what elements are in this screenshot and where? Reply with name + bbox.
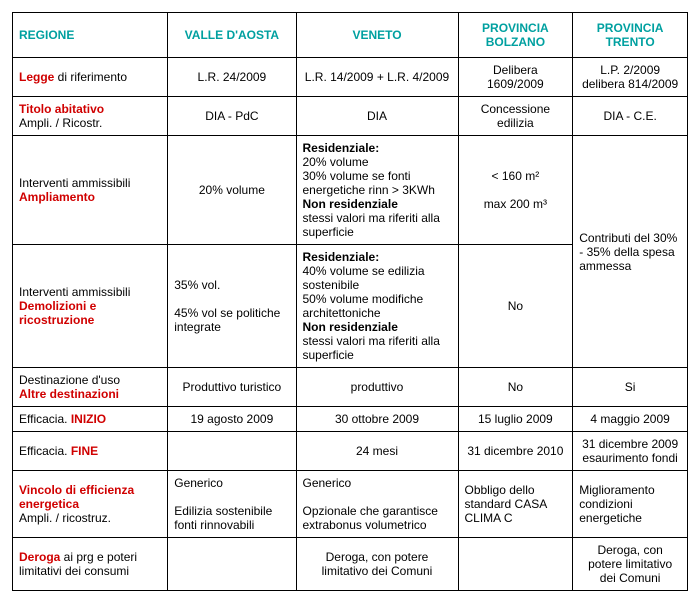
label-destinazione: Destinazione d'uso Altre destinazioni	[13, 368, 168, 407]
cell: Miglioramento condizioni energetiche	[573, 471, 688, 538]
header-trento: PROVINCIATRENTO	[573, 13, 688, 58]
row-fine: Efficacia. FINE 24 mesi 31 dicembre 2010…	[13, 432, 688, 471]
row-ampliamento: Interventi ammissibili Ampliamento 20% v…	[13, 136, 688, 245]
cell: No	[458, 368, 573, 407]
header-row: REGIONE VALLE D'AOSTA VENETO PROVINCIABO…	[13, 13, 688, 58]
label-ampliamento: Interventi ammissibili Ampliamento	[13, 136, 168, 245]
cell: L.P. 2/2009 delibera 814/2009	[573, 58, 688, 97]
row-vincolo: Vincolo di efficienza energetica Ampli. …	[13, 471, 688, 538]
table-body: Legge di riferimento L.R. 24/2009 L.R. 1…	[13, 58, 688, 591]
cell: 20% volume	[168, 136, 296, 245]
label-demolizioni: Interventi ammissibili Demolizioni e ric…	[13, 245, 168, 368]
cell	[458, 538, 573, 591]
header-valle-aosta: VALLE D'AOSTA	[168, 13, 296, 58]
cell: Produttivo turistico	[168, 368, 296, 407]
cell: 4 maggio 2009	[573, 407, 688, 432]
cell: Si	[573, 368, 688, 407]
regione-table: REGIONE VALLE D'AOSTA VENETO PROVINCIABO…	[12, 12, 688, 591]
cell: Generico Opzionale che garantisce extrab…	[296, 471, 458, 538]
cell: Residenziale: 40% volume se edilizia sos…	[296, 245, 458, 368]
cell-contributi: Contributi del 30% - 35% della spesa amm…	[573, 136, 688, 368]
cell: Delibera 1609/2009	[458, 58, 573, 97]
row-deroga: Deroga ai prg e poteri limitativi dei co…	[13, 538, 688, 591]
cell: 24 mesi	[296, 432, 458, 471]
cell: 31 dicembre 2009 esaurimento fondi	[573, 432, 688, 471]
cell: L.R. 24/2009	[168, 58, 296, 97]
header-bolzano: PROVINCIABOLZANO	[458, 13, 573, 58]
cell: 35% vol. 45% vol se politiche integrate	[168, 245, 296, 368]
header-veneto: VENETO	[296, 13, 458, 58]
label-inizio: Efficacia. INIZIO	[13, 407, 168, 432]
cell: L.R. 14/2009 + L.R. 4/2009	[296, 58, 458, 97]
cell: 30 ottobre 2009	[296, 407, 458, 432]
cell: 31 dicembre 2010	[458, 432, 573, 471]
cell: Obbligo dello standard CASA CLIMA C	[458, 471, 573, 538]
cell: Residenziale: 20% volume 30% volume se f…	[296, 136, 458, 245]
cell: No	[458, 245, 573, 368]
row-inizio: Efficacia. INIZIO 19 agosto 2009 30 otto…	[13, 407, 688, 432]
cell: 15 luglio 2009	[458, 407, 573, 432]
cell: DIA	[296, 97, 458, 136]
cell	[168, 432, 296, 471]
row-destinazione: Destinazione d'uso Altre destinazioni Pr…	[13, 368, 688, 407]
cell: Deroga, con potere limitativo dei Comuni	[296, 538, 458, 591]
cell: Concessione edilizia	[458, 97, 573, 136]
header-regione: REGIONE	[13, 13, 168, 58]
cell: Deroga, con potere limitativo dei Comuni	[573, 538, 688, 591]
label-fine: Efficacia. FINE	[13, 432, 168, 471]
cell: DIA - C.E.	[573, 97, 688, 136]
cell	[168, 538, 296, 591]
row-legge: Legge di riferimento L.R. 24/2009 L.R. 1…	[13, 58, 688, 97]
label-deroga: Deroga ai prg e poteri limitativi dei co…	[13, 538, 168, 591]
cell: Generico Edilizia sostenibile fonti rinn…	[168, 471, 296, 538]
label-titolo: Titolo abitativo Ampli. / Ricostr.	[13, 97, 168, 136]
cell: < 160 m² max 200 m³	[458, 136, 573, 245]
label-vincolo: Vincolo di efficienza energetica Ampli. …	[13, 471, 168, 538]
cell: 19 agosto 2009	[168, 407, 296, 432]
row-titolo: Titolo abitativo Ampli. / Ricostr. DIA -…	[13, 97, 688, 136]
label-legge: Legge di riferimento	[13, 58, 168, 97]
cell: produttivo	[296, 368, 458, 407]
cell: DIA - PdC	[168, 97, 296, 136]
